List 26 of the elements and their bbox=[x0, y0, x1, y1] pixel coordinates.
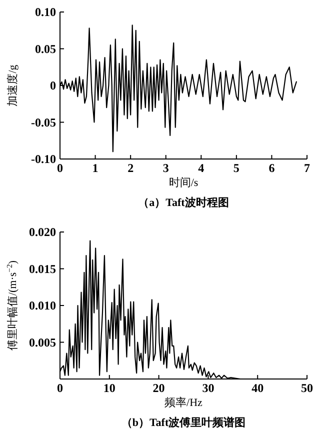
x-tick-label: 30 bbox=[202, 381, 214, 395]
x-axis-title: 频率/Hz bbox=[164, 396, 203, 409]
x-tick-label: 7 bbox=[304, 161, 310, 175]
y-tick-label: 0.05 bbox=[35, 42, 56, 56]
y-tick-label: 0.010 bbox=[29, 298, 56, 312]
x-tick-label: 1 bbox=[92, 161, 98, 175]
x-tick-label: 4 bbox=[198, 161, 204, 175]
y-axis-title: 加速度/g bbox=[6, 64, 19, 106]
x-tick-label: 6 bbox=[268, 161, 275, 175]
text: （b）Taft波傅里叶频谱图 bbox=[121, 416, 246, 429]
x-tick-label: 40 bbox=[252, 381, 264, 395]
x-tick-label: 5 bbox=[233, 161, 240, 175]
y-tick-label: 0.005 bbox=[29, 335, 56, 350]
x-tick-label: 10 bbox=[103, 381, 116, 395]
x-axis-title: 时间/s bbox=[168, 176, 198, 189]
x-tick-label: 20 bbox=[152, 381, 165, 395]
y-tick-label: 0 bbox=[50, 78, 56, 92]
y-tick-label: 0.020 bbox=[29, 225, 56, 239]
y-tick-label: -0.10 bbox=[31, 152, 56, 166]
x-tick-label: 3 bbox=[162, 161, 169, 175]
y-tick-label: -0.05 bbox=[31, 115, 56, 130]
text: （a）Taft波时程图 bbox=[138, 196, 229, 209]
y-tick-label: 0.10 bbox=[35, 5, 56, 19]
y-tick-label: 0.015 bbox=[29, 262, 56, 276]
x-tick-label: 2 bbox=[128, 161, 134, 175]
x-tick-label: 50 bbox=[301, 381, 313, 395]
